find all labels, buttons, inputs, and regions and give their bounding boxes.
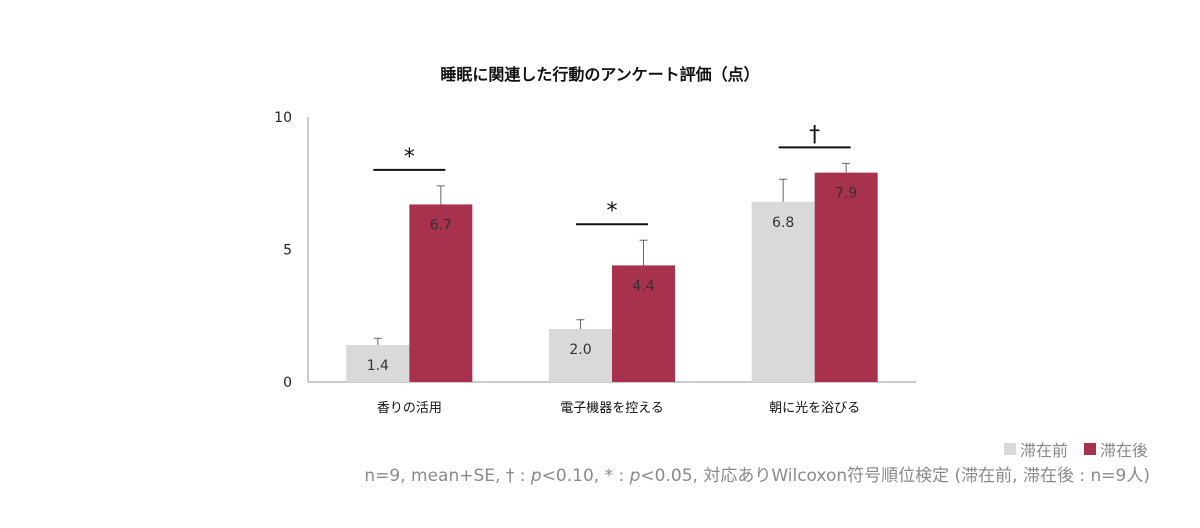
bar-before xyxy=(549,329,612,382)
y-tick-label: 5 xyxy=(283,243,292,259)
data-label: 2.0 xyxy=(569,342,591,358)
footnote: n=9, mean+SE, † : p<0.10, * : p<0.05, 対応… xyxy=(364,461,1150,486)
data-label: 6.8 xyxy=(772,215,794,231)
chart-title: 睡眠に関連した行動のアンケート評価（点） xyxy=(440,65,759,84)
bar-before xyxy=(346,344,410,382)
bar-after xyxy=(409,204,473,382)
footnote-mid: <0.10, * : xyxy=(541,466,630,486)
legend-swatch-before xyxy=(1003,443,1016,455)
y-tick-label: 0 xyxy=(283,375,292,391)
legend: 滞在前 滞在後 xyxy=(994,437,1148,461)
data-label: 6.7 xyxy=(430,217,452,233)
footnote-p-symbol: p xyxy=(530,466,542,486)
footnote-prefix: n=9, mean+SE, † : xyxy=(364,466,531,486)
x-category-label: 電子機器を控える xyxy=(560,401,664,416)
bar-chart: 睡眠に関連した行動のアンケート評価（点） 0 5 10 1.4 6.7 * 香りの活用 2.… xyxy=(274,65,916,416)
y-tick-label: 10 xyxy=(274,110,292,126)
legend-label-before: 滞在前 xyxy=(1019,441,1068,460)
data-label: 4.4 xyxy=(632,278,654,294)
legend-label-after: 滞在後 xyxy=(1099,441,1148,460)
x-category-label: 香りの活用 xyxy=(377,401,442,416)
data-label: 1.4 xyxy=(367,358,389,374)
significance-mark: * xyxy=(607,199,618,224)
legend-swatch-after xyxy=(1083,443,1096,455)
x-category-label: 朝に光を浴びる xyxy=(769,401,860,416)
legend-item-after: 滞在後 xyxy=(1083,437,1148,461)
footnote-p-symbol: p xyxy=(629,466,641,486)
footnote-suffix: <0.05, 対応ありWilcoxon符号順位検定 (滞在前, 滞在後 : n=… xyxy=(640,466,1150,486)
bar-after xyxy=(612,265,675,382)
legend-item-before: 滞在前 xyxy=(1003,437,1068,461)
data-label: 7.9 xyxy=(835,186,857,202)
bar-before xyxy=(751,201,815,382)
bar-after xyxy=(814,172,878,382)
significance-mark: † xyxy=(809,122,820,147)
significance-mark: * xyxy=(404,145,415,170)
